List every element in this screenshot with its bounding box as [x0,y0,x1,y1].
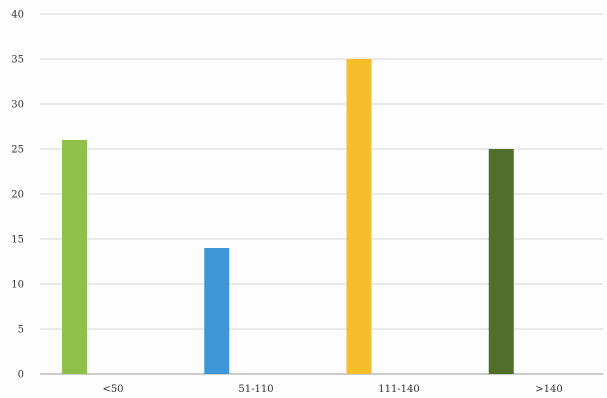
bar-2 [346,59,372,374]
grid-lines [40,13,603,375]
y-tick-label: 15 [11,235,24,246]
x-tick-label: 51-110 [238,384,273,395]
y-tick-label: 25 [11,145,24,156]
y-tick-label: 0 [18,370,24,381]
x-tick-label: <50 [102,384,123,395]
y-tick-label: 20 [11,190,24,201]
y-tick-label: 35 [11,55,24,66]
bars [62,59,514,374]
y-tick-label: 40 [11,10,24,21]
x-tick-label: 111-140 [378,384,420,395]
y-tick-label: 30 [11,100,24,111]
y-tick-label: 5 [18,325,24,336]
x-tick-label: >140 [535,384,562,395]
bar-1 [204,248,230,374]
y-axis-ticks: 0 5 10 15 20 25 30 35 40 [11,10,24,381]
bar-3 [488,149,514,374]
bar-0 [62,140,87,374]
y-tick-label: 10 [11,280,24,291]
x-axis-ticks: <50 51-110 111-140 >140 [102,384,562,395]
